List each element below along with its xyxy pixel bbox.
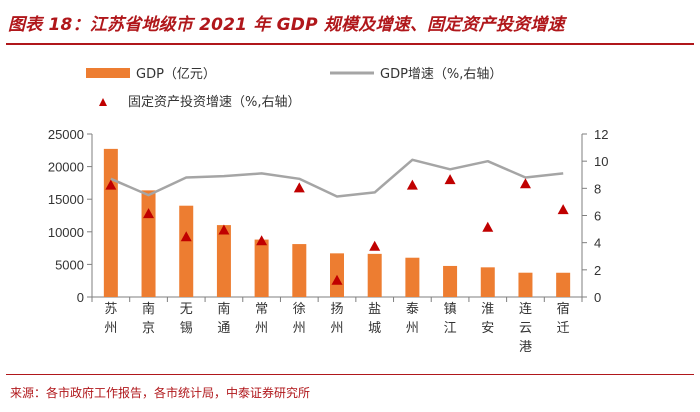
gdp-bar (556, 272, 571, 297)
category-label: 宿迁 (557, 301, 570, 336)
source-note: 来源：各市政府工作报告，各市统计局，中泰证券研究所 (10, 386, 311, 400)
category-label: 扬州 (330, 302, 343, 336)
y-right-tick-label: 12 (594, 127, 608, 142)
category-label-char: 江 (444, 321, 457, 336)
gdp-bars (103, 148, 571, 297)
category-label-char: 连 (519, 301, 532, 317)
gdp-bar (141, 190, 156, 297)
fai-growth-marker (218, 224, 230, 235)
category-label-char: 云 (519, 321, 532, 336)
legend-swatch-fai-growth (99, 98, 107, 106)
gdp-growth-polyline (110, 158, 564, 198)
legend: GDP（亿元） GDP增速（%,右轴） 固定资产投资增速（%,右轴） (86, 67, 502, 110)
gdp-bar (179, 205, 194, 297)
category-label: 淮安 (481, 302, 494, 336)
y-left-tick-label: 15000 (48, 192, 84, 207)
title-rule (6, 43, 694, 45)
y-right-tick-label: 6 (594, 209, 601, 224)
gdp-bar (480, 267, 495, 297)
category-label: 盐城 (368, 302, 381, 336)
gdp-bar (405, 257, 420, 297)
fai-growth-marker (105, 179, 117, 190)
category-label-char: 苏 (104, 301, 117, 317)
category-label-char: 徐 (293, 302, 306, 317)
category-label: 连云港 (519, 301, 532, 355)
category-label-char: 州 (293, 321, 306, 336)
category-label-char: 镇 (444, 302, 457, 317)
category-label: 常州 (255, 302, 268, 336)
category-label-char: 港 (519, 340, 532, 355)
category-label-char: 盐 (368, 302, 381, 317)
category-label-char: 锡 (180, 321, 193, 336)
gdp-bar (216, 225, 231, 297)
category-label: 徐州 (293, 302, 306, 336)
legend-label-gdp-growth: GDP增速（%,右轴） (380, 67, 502, 82)
gdp-bar (367, 253, 382, 297)
category-label-char: 淮 (481, 302, 494, 317)
category-label-char: 城 (368, 321, 381, 336)
category-label-char: 南 (217, 301, 230, 317)
y-left-tick-label: 5000 (55, 257, 84, 272)
category-label-char: 扬 (330, 302, 343, 317)
category-label-char: 迁 (557, 321, 570, 336)
gdp-bar (103, 148, 118, 297)
y-right-tick-label: 2 (594, 263, 601, 278)
y-right-tick-label: 10 (594, 154, 608, 169)
y-right-tick-label: 4 (594, 236, 601, 251)
y-left-tick-label: 10000 (48, 225, 84, 240)
fai-growth-marker (557, 204, 569, 215)
category-label-char: 泰 (406, 302, 419, 317)
fai-growth-marker (143, 208, 155, 219)
category-label: 南京 (142, 301, 155, 336)
category-label: 无锡 (180, 302, 193, 336)
category-label-char: 无 (180, 302, 193, 317)
legend-label-fai-growth: 固定资产投资增速（%,右轴） (128, 94, 301, 110)
category-label-char: 安 (481, 321, 494, 336)
fai-growth-marker (293, 182, 305, 193)
category-label-char: 宿 (557, 301, 570, 317)
figure-title: 图表 18：江苏省地级市 2021 年 GDP 规模及增速、固定资产投资增速 (8, 15, 565, 35)
gdp-growth-line (110, 158, 564, 198)
fai-growth-marker (180, 231, 192, 242)
fai-growth-marker (406, 179, 418, 190)
legend-swatch-gdp (86, 68, 130, 78)
category-label-char: 南 (142, 301, 155, 317)
category-label: 南通 (217, 301, 230, 336)
category-label-char: 通 (217, 321, 230, 336)
fai-growth-marker (482, 221, 494, 232)
gdp-bar (443, 265, 458, 297)
fai-growth-markers (105, 174, 569, 285)
category-label-char: 州 (330, 321, 343, 336)
gdp-bar (254, 239, 269, 297)
category-label-char: 州 (255, 321, 268, 336)
y-left-tick-label: 20000 (48, 160, 84, 175)
category-label: 泰州 (406, 302, 419, 336)
legend-label-gdp: GDP（亿元） (136, 67, 216, 82)
source-rule (6, 374, 694, 375)
category-label-char: 常 (255, 302, 268, 317)
gdp-bar (292, 244, 307, 297)
y-right-tick-label: 8 (594, 181, 601, 196)
y-left-tick-label: 0 (77, 290, 84, 305)
y-left-tick-label: 25000 (48, 127, 84, 142)
fai-growth-marker (519, 178, 531, 189)
y-right-tick-label: 0 (594, 290, 601, 305)
category-label-char: 京 (142, 321, 155, 336)
fai-growth-marker (369, 240, 381, 251)
fai-growth-marker (331, 274, 343, 285)
gdp-bar (518, 272, 533, 297)
category-label: 镇江 (444, 302, 457, 336)
category-label-char: 州 (104, 321, 117, 336)
category-label: 苏州 (104, 301, 117, 336)
fai-growth-marker (256, 235, 268, 246)
category-label-char: 州 (406, 321, 419, 336)
fai-growth-marker (444, 174, 456, 185)
